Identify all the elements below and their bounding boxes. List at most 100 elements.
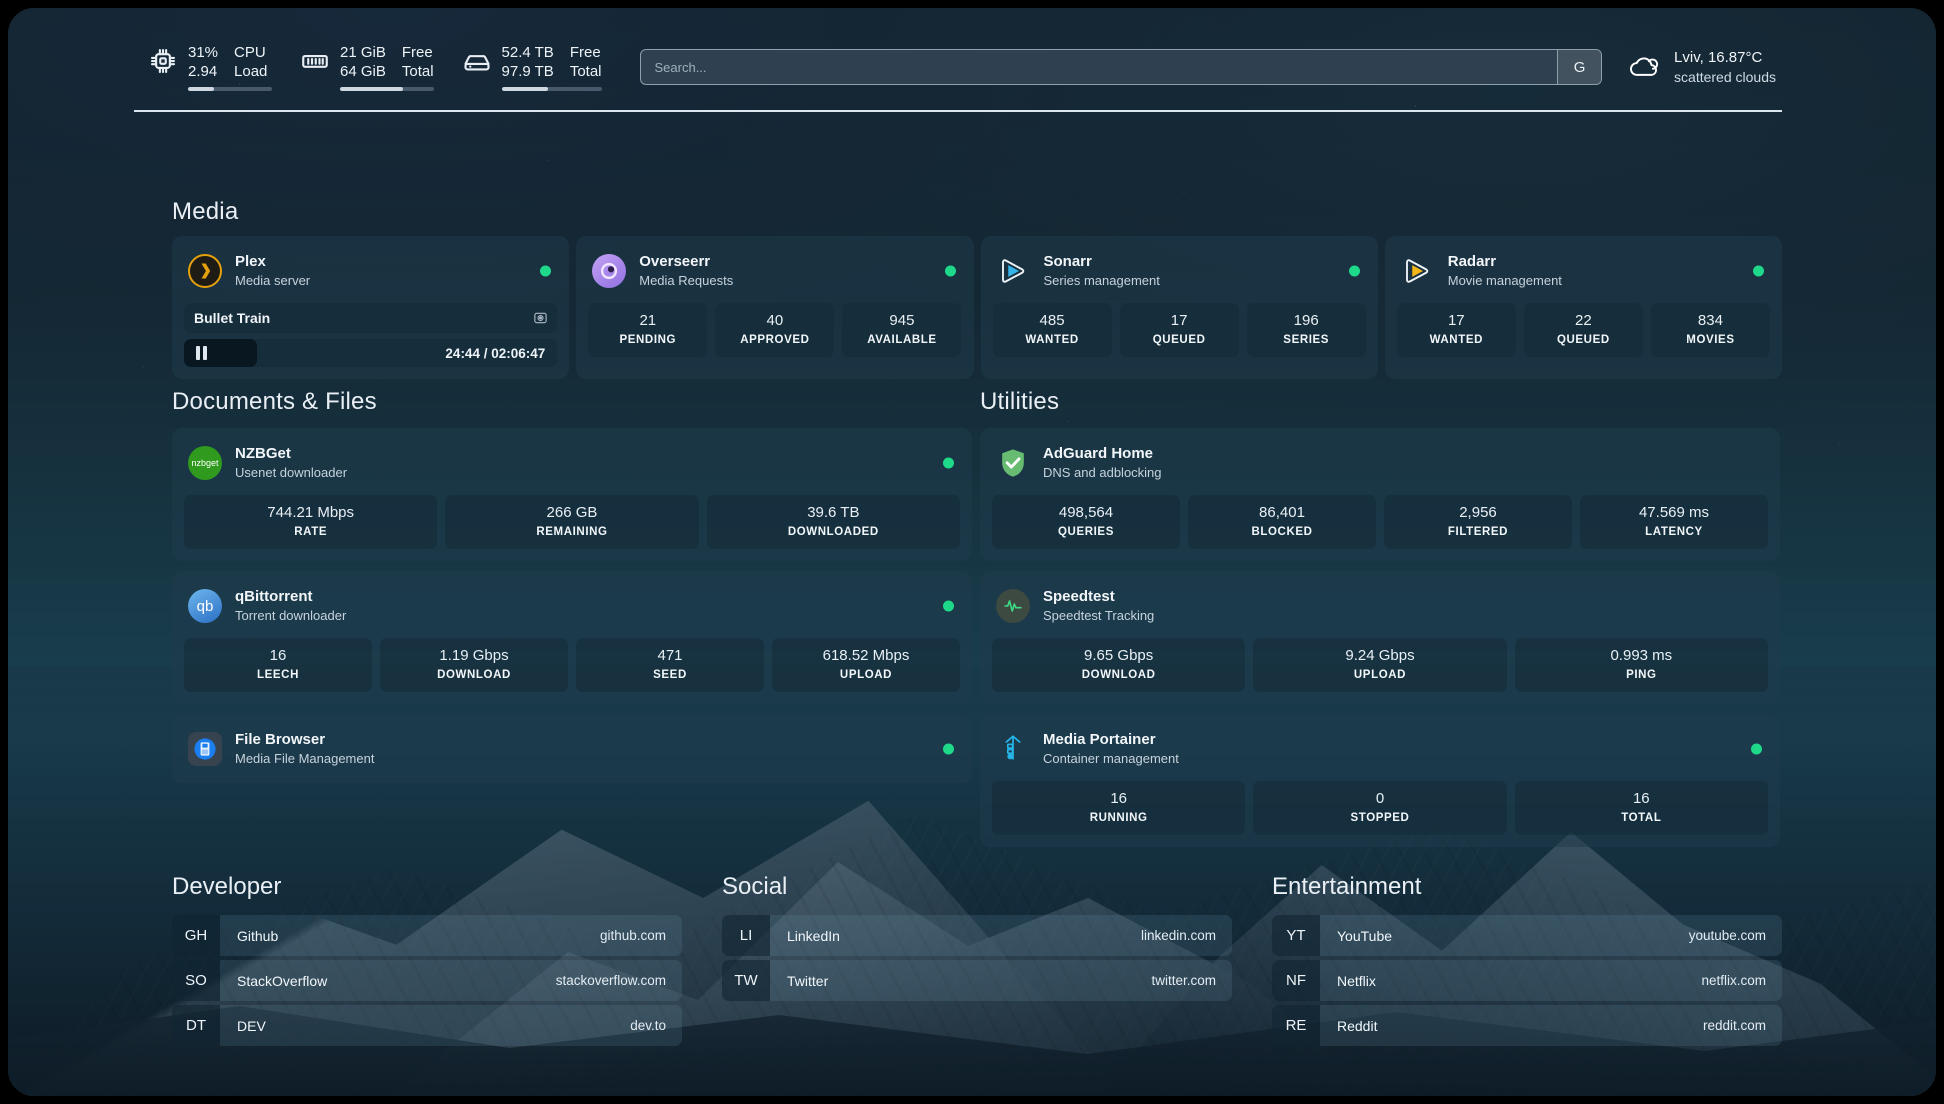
stat-label: QUERIES bbox=[1058, 526, 1114, 538]
stat-value: 47.569 ms bbox=[1638, 504, 1710, 521]
service-card-radarr[interactable]: Radarr Movie management 17 WANTED 22 QUE… bbox=[1384, 236, 1782, 379]
cpu-icon bbox=[148, 46, 178, 76]
dashboard-window: 31% 2.94 CPU Load bbox=[8, 8, 1936, 1096]
stat-label: FILTERED bbox=[1447, 526, 1509, 538]
card-header: nzbget NZBGet Usenet downloader bbox=[184, 440, 960, 485]
stat-label: DOWNLOAD bbox=[1081, 669, 1156, 681]
pause-icon[interactable] bbox=[196, 346, 207, 360]
bookmark-abbr: GH bbox=[172, 915, 220, 956]
stat-label: RUNNING bbox=[1089, 812, 1148, 824]
stat-item: 266 GB REMAINING bbox=[445, 495, 699, 549]
disk-free-value: 52.4 TB bbox=[501, 44, 554, 61]
search-input[interactable] bbox=[640, 50, 1558, 84]
card-header: File Browser Media File Management bbox=[184, 726, 960, 771]
service-card-qbittorrent[interactable]: qb qBittorrent Torrent downloader 16 LEE… bbox=[172, 571, 972, 704]
bookmark-url: twitter.com bbox=[1151, 973, 1216, 988]
stat-value: 9.65 Gbps bbox=[1084, 647, 1154, 664]
stat-value: 39.6 TB bbox=[807, 504, 860, 521]
search-bar[interactable]: G bbox=[639, 49, 1603, 85]
stat-value: 17 bbox=[1170, 312, 1188, 329]
stat-item: 21 PENDING bbox=[588, 303, 708, 357]
stat-label: QUEUED bbox=[1556, 334, 1610, 346]
now-playing-title: Bullet Train bbox=[194, 310, 271, 326]
stat-item: 498,564 QUERIES bbox=[992, 495, 1180, 549]
bookmark-group-title: Entertainment bbox=[1272, 873, 1422, 900]
bookmark-item-youtube[interactable]: YT YouTube youtube.com bbox=[1272, 915, 1782, 956]
stat-row: 16 RUNNING 0 STOPPED 16 TOTAL bbox=[992, 781, 1768, 835]
card-header: qb qBittorrent Torrent downloader bbox=[184, 583, 960, 628]
radarr-logo bbox=[1401, 254, 1435, 288]
progress-fill bbox=[184, 339, 257, 367]
bookmark-abbr: NF bbox=[1272, 960, 1320, 1001]
service-subtitle: Usenet downloader bbox=[235, 465, 348, 480]
now-playing-progress-bar[interactable]: 24:44 / 02:06:47 bbox=[184, 339, 558, 367]
stat-label: WANTED bbox=[1025, 334, 1079, 346]
service-card-nzbget[interactable]: nzbget NZBGet Usenet downloader 744.21 M… bbox=[172, 428, 972, 561]
bookmark-item-github[interactable]: GH Github github.com bbox=[172, 915, 682, 956]
service-card-file-browser[interactable]: File Browser Media File Management bbox=[172, 714, 972, 783]
service-card-overseerr[interactable]: Overseerr Media Requests 21 PENDING 40 A… bbox=[576, 236, 974, 379]
bookmark-abbr: SO bbox=[172, 960, 220, 1001]
card-header: Sonarr Series management bbox=[993, 248, 1366, 293]
bookmark-item-linkedin[interactable]: LI LinkedIn linkedin.com bbox=[722, 915, 1232, 956]
service-card-adguard-home[interactable]: AdGuard Home DNS and adblocking 498,564 … bbox=[980, 428, 1780, 561]
service-subtitle: Container management bbox=[1043, 751, 1179, 766]
stat-label: UPLOAD bbox=[839, 669, 893, 681]
bookmark-group-title: Developer bbox=[172, 873, 282, 900]
svg-text:qb: qb bbox=[197, 598, 214, 615]
bookmark-list: YT YouTube youtube.com NF Netflix netfli… bbox=[1272, 915, 1782, 1046]
bookmark-url: linkedin.com bbox=[1140, 928, 1216, 943]
ram-icon bbox=[300, 46, 330, 76]
bookmark-item-netflix[interactable]: NF Netflix netflix.com bbox=[1272, 960, 1782, 1001]
stat-item: 196 SERIES bbox=[1246, 303, 1366, 357]
bookmark-name: StackOverflow bbox=[237, 972, 328, 989]
stat-label: PING bbox=[1626, 669, 1657, 681]
stat-item: 471 SEED bbox=[576, 638, 764, 692]
service-card-speedtest[interactable]: Speedtest Speedtest Tracking 9.65 Gbps D… bbox=[980, 571, 1780, 704]
stat-item: 22 QUEUED bbox=[1523, 303, 1643, 357]
stat-item: 945 AVAILABLE bbox=[842, 303, 962, 357]
stat-value: 0 bbox=[1375, 790, 1385, 807]
bookmark-item-twitter[interactable]: TW Twitter twitter.com bbox=[722, 960, 1232, 1001]
bookmark-item-reddit[interactable]: RE Reddit reddit.com bbox=[1272, 1005, 1782, 1046]
bookmark-item-dev[interactable]: DT DEV dev.to bbox=[172, 1005, 682, 1046]
service-card-plex[interactable]: Plex Media server Bullet Train bbox=[172, 236, 570, 379]
service-card-media-portainer[interactable]: Media Portainer Container management 16 … bbox=[980, 714, 1780, 847]
cast-icon[interactable] bbox=[533, 311, 548, 326]
memory-total-value: 64 GiB bbox=[340, 63, 386, 80]
stat-item: 1.19 Gbps DOWNLOAD bbox=[380, 638, 568, 692]
cpu-usage-value: 31% bbox=[188, 44, 219, 61]
nzbget-logo: nzbget bbox=[188, 445, 222, 480]
stat-label: QUEUED bbox=[1152, 334, 1206, 346]
cpu-load-value: 2.94 bbox=[188, 63, 218, 80]
stat-item: 485 WANTED bbox=[992, 303, 1112, 357]
bookmark-list: GH Github github.com SO StackOverflow st… bbox=[172, 915, 682, 1046]
card-header: Speedtest Speedtest Tracking bbox=[992, 583, 1768, 628]
search-engine-button[interactable]: G bbox=[1557, 50, 1602, 84]
stat-row: 485 WANTED 17 QUEUED 196 SERIES bbox=[992, 303, 1366, 357]
disk-usage-bar bbox=[501, 87, 602, 91]
stat-label: LATENCY bbox=[1645, 526, 1703, 538]
card-header: Radarr Movie management bbox=[1397, 248, 1770, 293]
stat-value: 16 bbox=[269, 647, 287, 664]
status-indicator-online bbox=[943, 457, 954, 468]
stat-label: LEECH bbox=[257, 669, 299, 681]
stat-value: 1.19 Gbps bbox=[439, 647, 509, 664]
service-card-sonarr[interactable]: Sonarr Series management 485 WANTED 17 Q… bbox=[980, 236, 1378, 379]
bookmark-item-stackoverflow[interactable]: SO StackOverflow stackoverflow.com bbox=[172, 960, 682, 1001]
bookmark-name: YouTube bbox=[1337, 927, 1393, 944]
service-name: Media Portainer bbox=[1043, 731, 1156, 748]
portainer-logo bbox=[996, 732, 1030, 766]
now-playing-title-row: Bullet Train bbox=[184, 303, 558, 333]
bookmark-name: Netflix bbox=[1337, 972, 1376, 989]
service-subtitle: Media Requests bbox=[639, 273, 734, 288]
disk-total-value: 97.9 TB bbox=[501, 63, 554, 80]
service-subtitle: Torrent downloader bbox=[235, 608, 347, 623]
service-name: NZBGet bbox=[235, 445, 291, 462]
bookmark-name: Reddit bbox=[1337, 1017, 1378, 1034]
status-indicator-online bbox=[1751, 743, 1762, 754]
card-header: Overseerr Media Requests bbox=[588, 248, 961, 293]
stat-label: SEED bbox=[653, 669, 687, 681]
bookmark-name: Twitter bbox=[787, 972, 829, 989]
stat-item: 9.24 Gbps UPLOAD bbox=[1253, 638, 1507, 692]
